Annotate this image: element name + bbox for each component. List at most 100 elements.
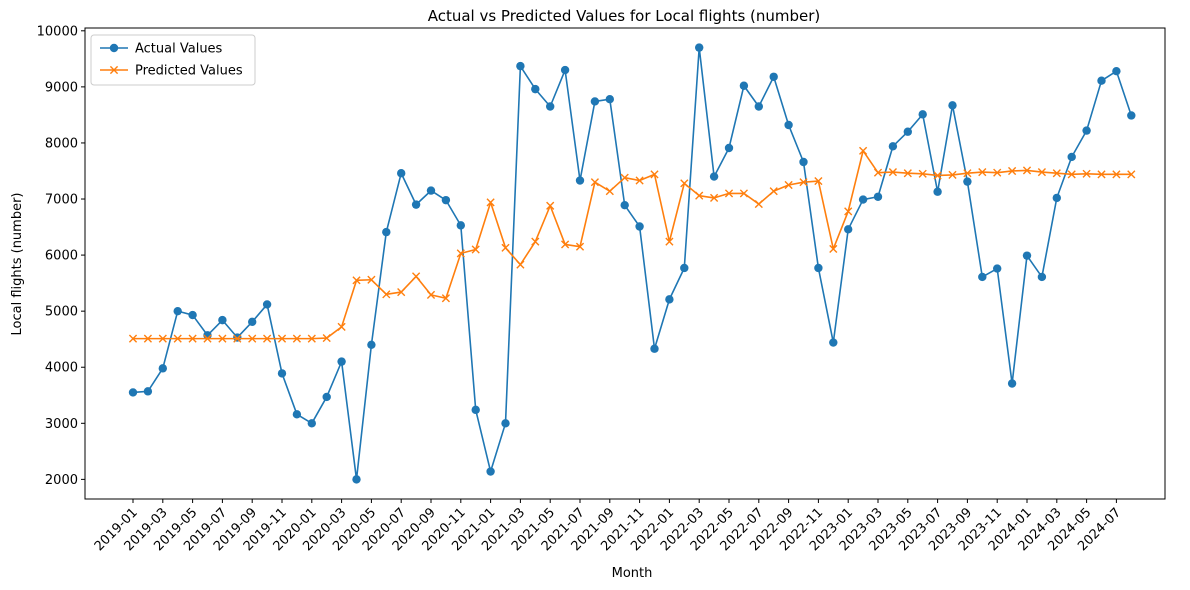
x-marker	[516, 260, 525, 269]
x-axis-label: Month	[612, 566, 653, 581]
legend-label: Actual Values	[135, 42, 223, 57]
x-marker	[590, 178, 599, 187]
actual-point	[1052, 193, 1062, 203]
predicted-point	[248, 334, 257, 343]
predicted-point	[978, 168, 987, 177]
predicted-point	[143, 334, 152, 343]
x-marker	[903, 169, 912, 178]
actual-point	[158, 364, 167, 373]
x-marker	[1052, 169, 1061, 178]
actual-point	[933, 187, 942, 196]
actual-point	[531, 84, 540, 94]
x-marker	[218, 334, 227, 343]
x-marker	[1127, 170, 1136, 179]
predicted-point	[605, 187, 614, 196]
x-marker	[471, 245, 480, 254]
actual-point	[590, 97, 600, 106]
x-marker	[978, 168, 987, 177]
predicted-point	[814, 176, 823, 186]
y-tick-label: 7000	[45, 193, 78, 208]
actual-point	[680, 263, 689, 273]
actual-point	[128, 388, 138, 397]
actual-point	[322, 392, 331, 402]
x-marker	[203, 334, 212, 343]
actual-point	[397, 169, 406, 178]
actual-point	[277, 369, 287, 378]
x-marker	[456, 249, 465, 258]
actual-point	[248, 317, 257, 327]
actual-point	[918, 110, 927, 119]
actual-point	[739, 81, 749, 90]
predicted-point	[590, 178, 599, 187]
predicted-point	[963, 169, 972, 178]
predicted-point	[1127, 170, 1136, 179]
x-marker	[859, 146, 868, 155]
x-marker	[665, 237, 674, 246]
x-marker	[531, 237, 540, 246]
x-marker	[263, 334, 272, 343]
actual-point	[829, 338, 838, 347]
x-marker	[501, 243, 510, 252]
actual-point	[143, 387, 153, 396]
predicted-point	[993, 168, 1002, 177]
x-marker	[739, 189, 748, 198]
x-marker	[188, 334, 197, 343]
predicted-point	[203, 334, 212, 343]
predicted-point	[844, 207, 853, 216]
legend-marker-x	[109, 65, 119, 75]
predicted-point	[412, 272, 421, 281]
y-tick-label: 2000	[45, 473, 78, 488]
actual-point	[292, 410, 302, 419]
x-marker	[948, 170, 957, 180]
actual-point	[873, 192, 883, 201]
predicted-point	[665, 237, 674, 246]
predicted-point	[233, 334, 242, 343]
x-marker	[605, 187, 614, 196]
actual-point	[575, 176, 585, 185]
predicted-point	[1097, 170, 1106, 179]
actual-point	[1112, 66, 1121, 76]
x-axis: 2019-012019-032019-052019-072019-092019-…	[92, 499, 1124, 554]
x-marker	[352, 276, 361, 285]
predicted-point	[441, 294, 450, 303]
x-marker	[933, 171, 942, 180]
predicted-point	[1022, 166, 1032, 175]
actual-point	[546, 102, 555, 111]
predicted-point	[739, 189, 748, 198]
actual-point	[799, 157, 808, 167]
chart-title: Actual vs Predicted Values for Local fli…	[428, 7, 821, 25]
predicted-point	[307, 334, 316, 343]
predicted-point	[426, 290, 436, 299]
predicted-point	[471, 245, 480, 254]
predicted-point	[799, 178, 808, 187]
actual-point	[1127, 111, 1136, 120]
legend-box	[90, 34, 256, 86]
predicted-point	[933, 171, 942, 180]
x-marker	[575, 242, 585, 251]
x-marker	[829, 244, 838, 254]
actual-point	[963, 177, 972, 186]
predicted-point	[173, 334, 182, 343]
predicted-point	[456, 249, 465, 258]
predicted-point	[516, 260, 525, 269]
x-marker	[918, 169, 927, 178]
x-marker	[1022, 166, 1032, 175]
actual-point	[426, 186, 436, 195]
x-marker	[754, 199, 763, 209]
predicted-point	[218, 334, 227, 343]
actual-point	[784, 120, 793, 130]
predicted-point	[352, 276, 361, 285]
predicted-point	[829, 244, 838, 254]
actual-point	[188, 310, 197, 320]
x-marker	[1112, 170, 1121, 179]
actual-point	[337, 357, 346, 366]
x-marker	[561, 240, 570, 249]
predicted-point	[635, 176, 644, 185]
x-marker	[844, 207, 853, 216]
actual-point	[665, 295, 674, 304]
y-axis: 2000 3000 4000 5000 6000 7000 8000 9000 10000	[37, 24, 85, 488]
predicted-point	[769, 187, 778, 196]
actual-point	[456, 221, 465, 230]
x-marker	[322, 333, 331, 343]
series-line-predicted	[133, 149, 1132, 340]
